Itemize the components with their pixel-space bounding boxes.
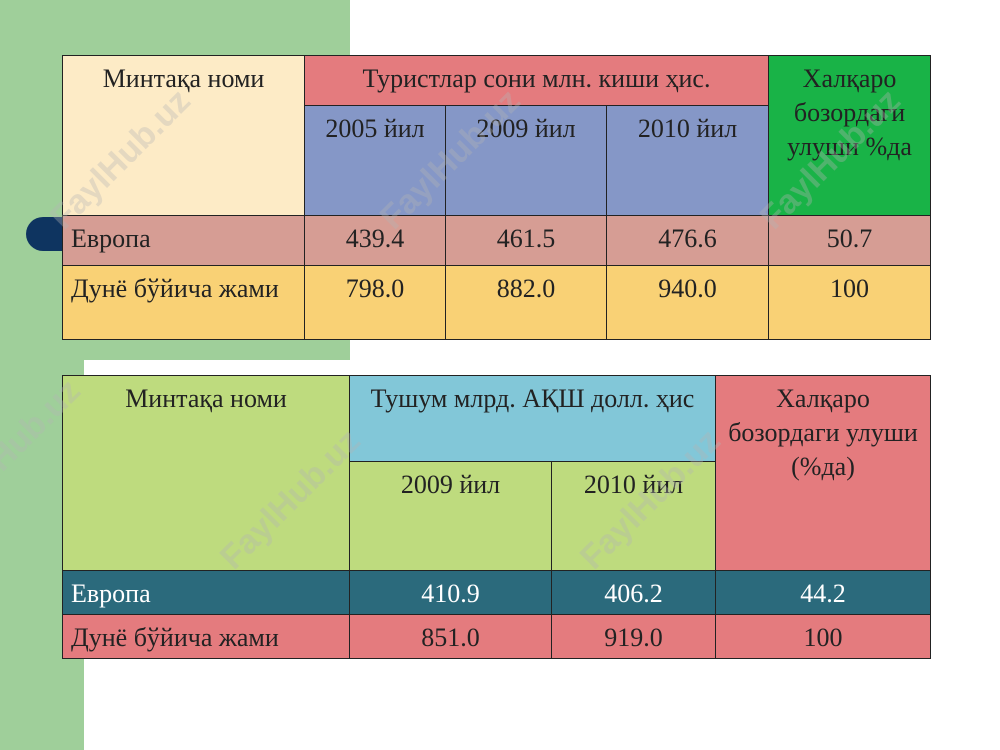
cell-2010: 919.0 <box>550 614 717 659</box>
row-name: Европа <box>62 570 350 615</box>
cell-share: 50.7 <box>768 215 932 266</box>
row-name: Дунё бўйича жами <box>62 614 350 659</box>
income-table: Минтақа номи Тушум млрд. АҚШ долл. ҳис Х… <box>62 375 932 659</box>
table-row: Дунё бўйича жами 851.0 919.0 100 <box>62 614 932 659</box>
cell-2010: 940.0 <box>605 265 770 340</box>
region-header: Минтақа номи <box>62 55 305 216</box>
cell-share: 100 <box>715 614 932 659</box>
cell-2010: 406.2 <box>550 570 717 615</box>
year-2010-header: 2010 йил <box>605 105 770 216</box>
cell-2009: 851.0 <box>349 614 552 659</box>
year-2005-header: 2005 йил <box>304 105 446 216</box>
share-header: Халқаро бозордаги улуши (%да) <box>715 375 932 571</box>
tourists-header: Туристлар сони млн. киши ҳис. <box>303 55 770 106</box>
row-name: Европа <box>62 215 305 266</box>
row-name: Дунё бўйича жами <box>62 265 305 340</box>
cell-2005: 798.0 <box>304 265 446 340</box>
year-2010-header: 2010 йил <box>550 461 717 571</box>
year-2009-header: 2009 йил <box>349 461 552 571</box>
table-row: Европа 439.4 461.5 476.6 50.7 <box>62 215 932 266</box>
cell-2010: 476.6 <box>605 215 770 266</box>
table-row: Дунё бўйича жами 798.0 882.0 940.0 100 <box>62 265 932 340</box>
cell-2009: 410.9 <box>349 570 552 615</box>
income-header: Тушум млрд. АҚШ долл. ҳис <box>348 375 717 462</box>
year-2009-header: 2009 йил <box>445 105 607 216</box>
cell-share: 44.2 <box>715 570 932 615</box>
cell-2005: 439.4 <box>304 215 446 266</box>
cell-share: 100 <box>768 265 932 340</box>
cell-2009: 882.0 <box>445 265 607 340</box>
cell-2009: 461.5 <box>445 215 607 266</box>
share-header: Халқаро бозордаги улуши %да <box>768 55 932 216</box>
region-header: Минтақа номи <box>62 375 350 571</box>
tourists-table: Минтақа номи Туристлар сони млн. киши ҳи… <box>62 55 932 340</box>
table-row: Европа 410.9 406.2 44.2 <box>62 570 932 615</box>
